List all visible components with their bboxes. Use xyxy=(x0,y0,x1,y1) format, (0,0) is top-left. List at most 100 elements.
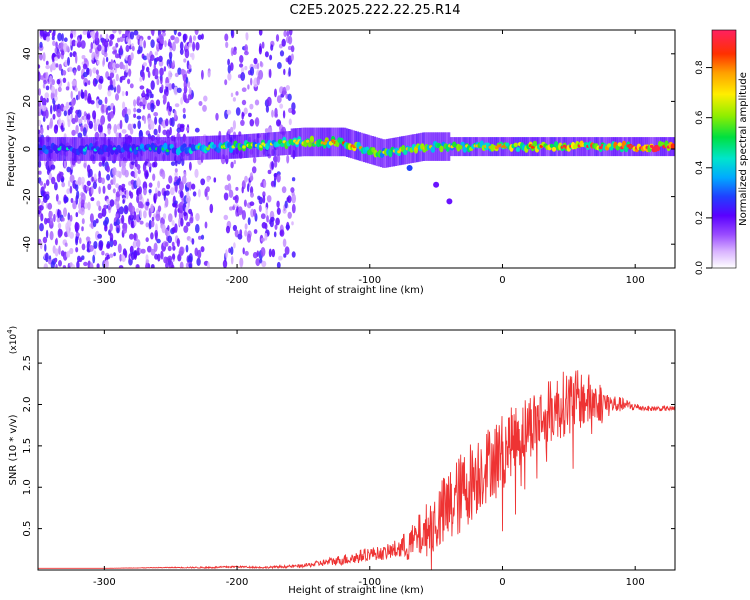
spectrogram-noise-cell xyxy=(243,199,247,207)
spectrogram-noise-cell xyxy=(150,102,155,113)
spectrogram-noise-cell xyxy=(284,246,290,255)
spectrogram-noise-cell xyxy=(224,79,228,86)
spectrogram-noise-cell xyxy=(109,72,115,79)
spectrogram-noise-cell xyxy=(186,221,191,227)
spectrogram-noise-cell xyxy=(279,103,284,109)
spectrogram-noise-cell xyxy=(260,213,266,220)
spectrogram-noise-cell xyxy=(129,246,134,253)
spectrogram-noise-cell xyxy=(191,238,195,245)
spectrogram-noise-cell xyxy=(164,197,169,208)
spectrogram-noise-cell xyxy=(77,65,81,72)
spectrogram-noise-cell xyxy=(115,93,119,101)
spectrogram-noise-cell xyxy=(266,195,272,203)
spectrogram-noise-cell xyxy=(143,210,147,219)
spectrogram-noise-cell xyxy=(200,234,205,240)
y-tick-label: 1.0 xyxy=(22,479,33,495)
spectrogram-noise-cell xyxy=(46,124,50,131)
spectrogram-noise-cell xyxy=(98,78,103,84)
spectrogram-cell xyxy=(309,135,315,143)
spectrogram-noise-cell xyxy=(107,183,112,190)
spectrogram-noise-cell xyxy=(92,181,97,190)
spectrogram-noise-cell xyxy=(284,200,288,209)
spectrogram-noise-cell xyxy=(146,66,150,73)
spectrogram-noise-cell xyxy=(266,215,269,223)
x-tick-label: -100 xyxy=(358,275,381,286)
spectrogram-noise-cell xyxy=(38,129,41,135)
spectrogram-noise-cell xyxy=(286,30,290,37)
spectrogram-noise-cell xyxy=(64,242,68,247)
spectrogram-noise-cell xyxy=(126,36,129,43)
spectrogram-noise-cell xyxy=(184,98,190,104)
spectrogram-noise-cell xyxy=(162,213,167,220)
spectrogram-cell xyxy=(216,135,219,160)
spectrogram-cell xyxy=(515,147,521,152)
spectrogram-noise-cell xyxy=(90,185,94,195)
spectrogram-noise-cell xyxy=(101,207,107,217)
spectrogram-noise-cell xyxy=(112,62,117,69)
spectrogram-noise-cell xyxy=(112,30,117,34)
spectrogram-noise-cell xyxy=(124,106,128,115)
spectrogram-noise-cell xyxy=(54,56,59,61)
spectrogram-noise-cell xyxy=(55,194,59,202)
spectrogram-noise-cell xyxy=(174,72,179,78)
spectrogram-noise-cell xyxy=(101,250,105,256)
spectrogram-noise-cell xyxy=(102,57,106,66)
spectrogram-noise-cell xyxy=(140,248,146,254)
spectrogram-noise-cell xyxy=(77,41,82,48)
spectrogram-noise-cell xyxy=(127,108,132,116)
spectrogram-noise-cell xyxy=(71,117,76,125)
spectrogram-noise-cell xyxy=(69,214,73,222)
spectrogram-noise-cell xyxy=(139,85,145,90)
spectrogram-noise-cell xyxy=(97,212,103,219)
spectrogram-noise-cell xyxy=(252,252,258,259)
spectrogram-noise-cell xyxy=(276,207,281,215)
spectrogram-noise-cell xyxy=(90,42,94,50)
spectrogram-noise-cell xyxy=(129,127,134,135)
spectrogram-noise-cell xyxy=(186,191,190,199)
spectrogram-noise-cell xyxy=(164,40,167,48)
spectrogram-noise-cell xyxy=(115,73,119,82)
spectrogram-noise-cell xyxy=(235,107,241,116)
spectrogram-noise-cell xyxy=(249,103,254,110)
spectrogram-noise-cell xyxy=(279,229,285,237)
spectrogram-noise-cell xyxy=(173,86,178,96)
spectrogram-noise-cell xyxy=(287,211,292,219)
spectrogram-noise-cell xyxy=(40,126,44,135)
spectrogram-noise-cell xyxy=(121,33,126,39)
spectrogram-noise-cell xyxy=(135,208,140,214)
spectrogram-noise-cell xyxy=(75,247,79,253)
y-tick-label: 20 xyxy=(22,95,33,108)
y-tick-label: 40 xyxy=(22,47,33,60)
spectrogram-noise-cell xyxy=(233,242,236,249)
spectrogram-noise-cell xyxy=(195,41,200,51)
x-tick-label: 100 xyxy=(626,275,645,286)
spectrogram-noise-cell xyxy=(160,251,164,260)
spectrogram-noise-cell xyxy=(251,166,257,174)
spectrogram-noise-cell xyxy=(133,107,137,113)
spectrogram-noise-cell xyxy=(224,33,229,42)
spectrogram-noise-cell xyxy=(137,38,140,46)
spectrogram-noise-cell xyxy=(182,107,186,114)
spectrogram-noise-cell xyxy=(179,190,184,199)
spectrogram-noise-cell xyxy=(291,177,296,182)
spectrogram-noise-cell xyxy=(104,216,110,225)
spectrogram-noise-cell xyxy=(174,36,180,44)
spectrogram-noise-cell xyxy=(69,247,74,255)
spectrogram-noise-cell xyxy=(160,39,165,44)
spectrogram-noise-cell xyxy=(156,238,161,244)
spectrogram-noise-cell xyxy=(225,225,231,234)
spectrogram-noise-cell xyxy=(105,33,109,41)
spectrogram-noise-cell xyxy=(192,35,197,41)
spectrogram-noise-cell xyxy=(171,117,175,127)
spectrogram-noise-cell xyxy=(79,34,83,40)
y-tick-label: -40 xyxy=(22,236,33,252)
spectrogram-noise-cell xyxy=(145,259,150,264)
spectrogram-noise-cell xyxy=(276,261,281,268)
spectrogram-noise-cell xyxy=(136,239,141,248)
spectrogram-noise-cell xyxy=(67,118,71,128)
spectrogram-noise-cell xyxy=(96,263,100,268)
spectrogram-noise-cell xyxy=(288,35,293,45)
spectrogram-cell xyxy=(539,144,543,148)
spectrogram-noise-cell xyxy=(94,32,99,41)
